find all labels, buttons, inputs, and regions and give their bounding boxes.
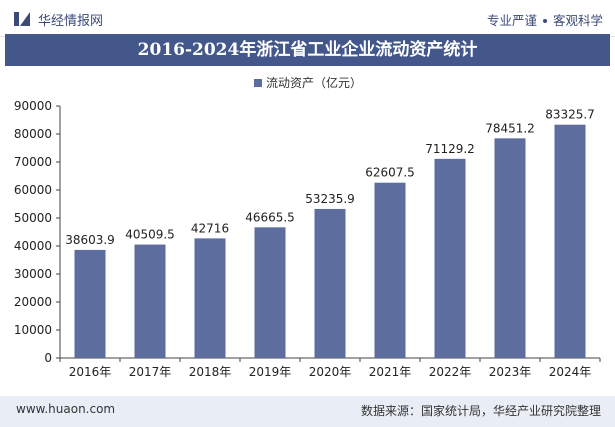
x-tick-label: 2021年 (369, 365, 412, 379)
bar (194, 238, 226, 358)
bar (74, 249, 106, 358)
data-label: 38603.9 (65, 233, 115, 247)
x-tick-label: 2017年 (129, 365, 172, 379)
x-tick-label: 2018年 (189, 365, 232, 379)
bar (254, 227, 286, 358)
data-label: 78451.2 (485, 121, 535, 135)
x-tick-label: 2019年 (249, 365, 292, 379)
chart-title: 2016-2024年浙江省工业企业流动资产统计 (137, 40, 478, 60)
title-bar: 2016-2024年浙江省工业企业流动资产统计 (5, 34, 610, 66)
legend-label: 流动资产（亿元） (266, 75, 362, 90)
x-tick-label: 2023年 (489, 365, 532, 379)
legend-swatch (254, 79, 262, 87)
bar (134, 244, 166, 358)
y-tick-label: 60000 (14, 183, 52, 197)
bar (434, 158, 466, 358)
bar (374, 182, 406, 358)
y-tick-label: 20000 (14, 295, 52, 309)
dot-separator (542, 18, 547, 23)
footer: www.huaon.com 数据来源：国家统计局，华经产业研究院整理 (0, 396, 615, 427)
bar (494, 138, 526, 358)
legend: 流动资产（亿元） (254, 75, 362, 90)
bar (554, 124, 586, 358)
y-tick-label: 90000 (14, 99, 52, 113)
data-label: 62607.5 (365, 166, 415, 180)
bar-chart: 流动资产（亿元） 0 10000 20000 30000 40000 50000 60000 7… (14, 75, 601, 379)
data-label: 42716 (191, 221, 229, 235)
y-tick-label: 40000 (14, 239, 52, 253)
top-bar: 华经情报网 专业严谨 客观科学 (0, 0, 615, 37)
y-tick-label: 70000 (14, 155, 52, 169)
data-label: 53235.9 (305, 192, 355, 206)
y-tick-label: 10000 (14, 323, 52, 337)
y-tick-label: 50000 (14, 211, 52, 225)
footer-source: 数据来源：国家统计局，华经产业研究院整理 (360, 404, 601, 418)
x-tick-label: 2024年 (549, 365, 592, 379)
site-name: 华经情报网 (38, 14, 104, 29)
y-tick-label: 80000 (14, 127, 52, 141)
x-tick-label: 2020年 (309, 365, 352, 379)
x-tick-label: 2022年 (429, 365, 472, 379)
bar (314, 208, 346, 358)
y-tick-label: 0 (44, 351, 52, 365)
data-label: 71129.2 (425, 142, 475, 156)
tagline: 专业严谨 客观科学 (487, 10, 603, 29)
logo-icon (14, 12, 30, 26)
x-tick-label: 2016年 (69, 365, 112, 379)
data-label: 40509.5 (125, 228, 175, 242)
footer-url: www.huaon.com (16, 402, 116, 416)
tagline-right: 客观科学 (552, 13, 603, 28)
data-label: 46665.5 (245, 210, 295, 224)
tagline-left: 专业严谨 (486, 13, 537, 28)
y-tick-label: 30000 (14, 267, 52, 281)
data-label: 83325.7 (545, 108, 595, 122)
